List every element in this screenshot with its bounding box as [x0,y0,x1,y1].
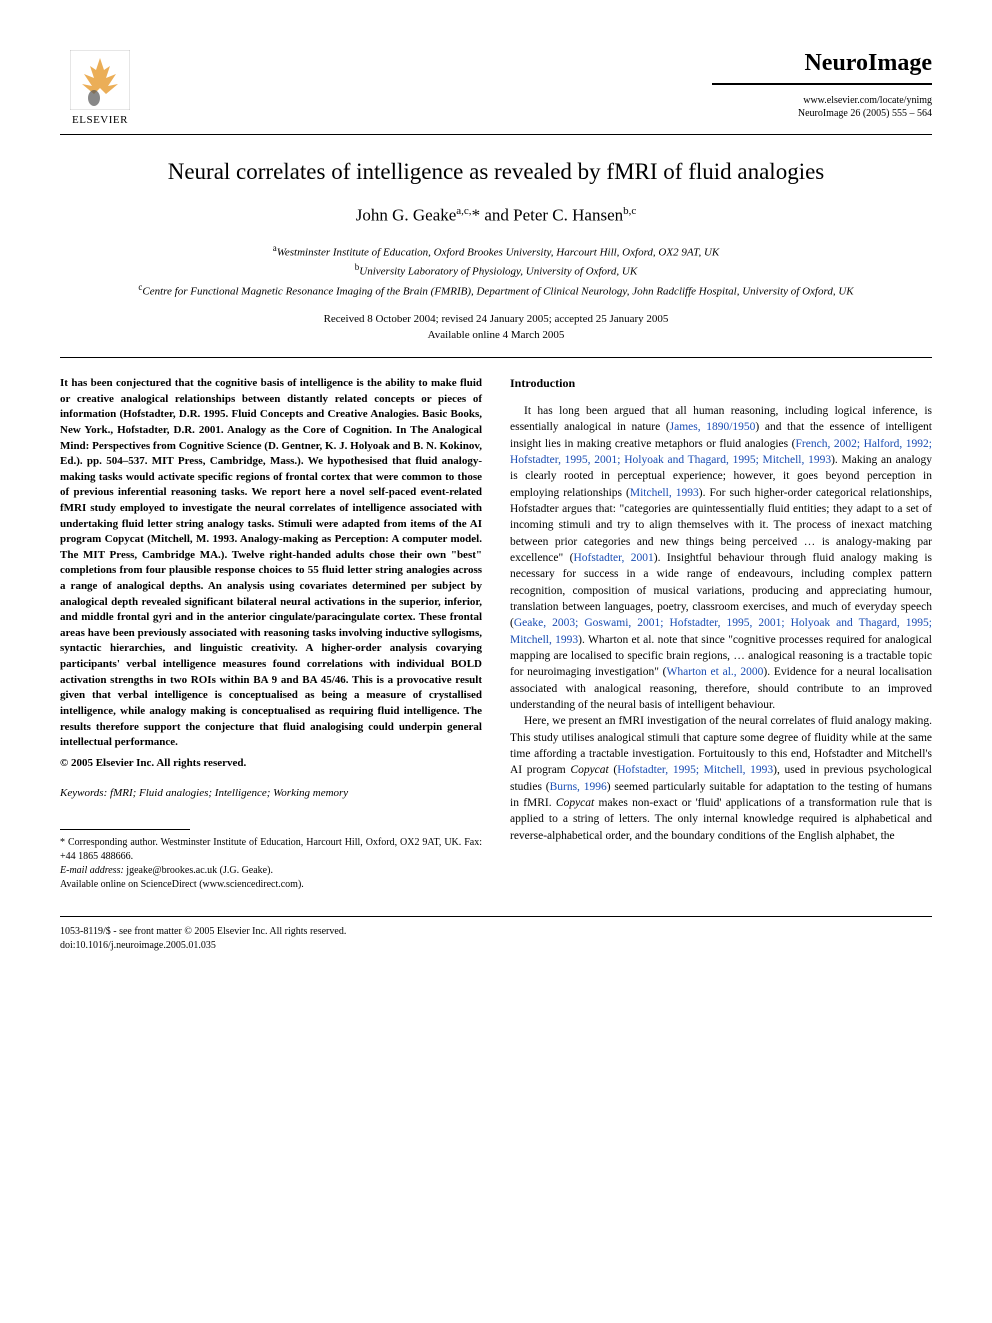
citation-link[interactable]: Burns, 1996 [550,781,607,793]
introduction-heading: Introduction [510,376,932,391]
keywords: Keywords: fMRI; Fluid analogies; Intelli… [60,787,482,799]
journal-name: NeuroImage [804,50,932,77]
title-rule [60,134,932,135]
email-line: E-mail address: jgeake@brookes.ac.uk (J.… [60,864,482,878]
left-column: It has been conjectured that the cogniti… [60,376,482,892]
citation-link[interactable]: Hofstadter, 2001 [573,552,653,564]
journal-block: NeuroImage www.elsevier.com/locate/ynimg… [712,50,932,119]
email-address: jgeake@brookes.ac.uk (J.G. Geake). [124,865,273,876]
online-availability: Available online on ScienceDirect (www.s… [60,878,482,892]
footer-rule [60,916,932,917]
journal-citation: NeuroImage 26 (2005) 555 – 564 [798,108,932,119]
dates-online: Available online 4 March 2005 [60,328,932,343]
article-title: Neural correlates of intelligence as rev… [60,157,932,187]
citation-link[interactable]: French, 2002; Halford, 1992; Hofstadter,… [510,438,932,466]
publisher-name: ELSEVIER [72,114,128,126]
abstract: It has been conjectured that the cogniti… [60,376,482,751]
two-column-body: It has been conjectured that the cogniti… [60,376,932,892]
affiliations: aWestminster Institute of Education, Oxf… [60,242,932,301]
footer-line-1: 1053-8119/$ - see front matter © 2005 El… [60,925,932,939]
intro-paragraph-1: It has long been argued that all human r… [510,403,932,713]
corresponding-author: * Corresponding author. Westminster Inst… [60,836,482,864]
article-dates: Received 8 October 2004; revised 24 Janu… [60,312,932,343]
footnotes: * Corresponding author. Westminster Inst… [60,836,482,892]
elsevier-logo [70,50,130,110]
abstract-copyright: © 2005 Elsevier Inc. All rights reserved… [60,757,482,769]
footnote-rule [60,829,190,830]
journal-url: www.elsevier.com/locate/ynimg [803,95,932,106]
publisher-block: ELSEVIER [60,50,140,126]
keywords-text: fMRI; Fluid analogies; Intelligence; Wor… [107,787,348,799]
citation-link[interactable]: Hofstadter, 1995; Mitchell, 1993 [617,764,773,776]
intro-paragraph-2: Here, we present an fMRI investigation o… [510,713,932,844]
keywords-label: Keywords: [60,787,107,799]
citation-link[interactable]: James, 1890/1950 [670,421,756,433]
dates-received: Received 8 October 2004; revised 24 Janu… [60,312,932,327]
section-rule [60,357,932,358]
citation-link[interactable]: Wharton et al., 2000 [667,666,764,678]
footer-doi: doi:10.1016/j.neuroimage.2005.01.035 [60,939,932,953]
authors: John G. Geakea,c,* and Peter C. Hansenb,… [60,205,932,226]
journal-rule [712,83,932,85]
page-header: ELSEVIER NeuroImage www.elsevier.com/loc… [60,50,932,126]
citation-link[interactable]: Mitchell, 1993 [630,487,699,499]
email-label: E-mail address: [60,865,124,876]
citation-link[interactable]: Geake, 2003; Goswami, 2001; Hofstadter, … [510,617,932,645]
right-column: Introduction It has long been argued tha… [510,376,932,892]
